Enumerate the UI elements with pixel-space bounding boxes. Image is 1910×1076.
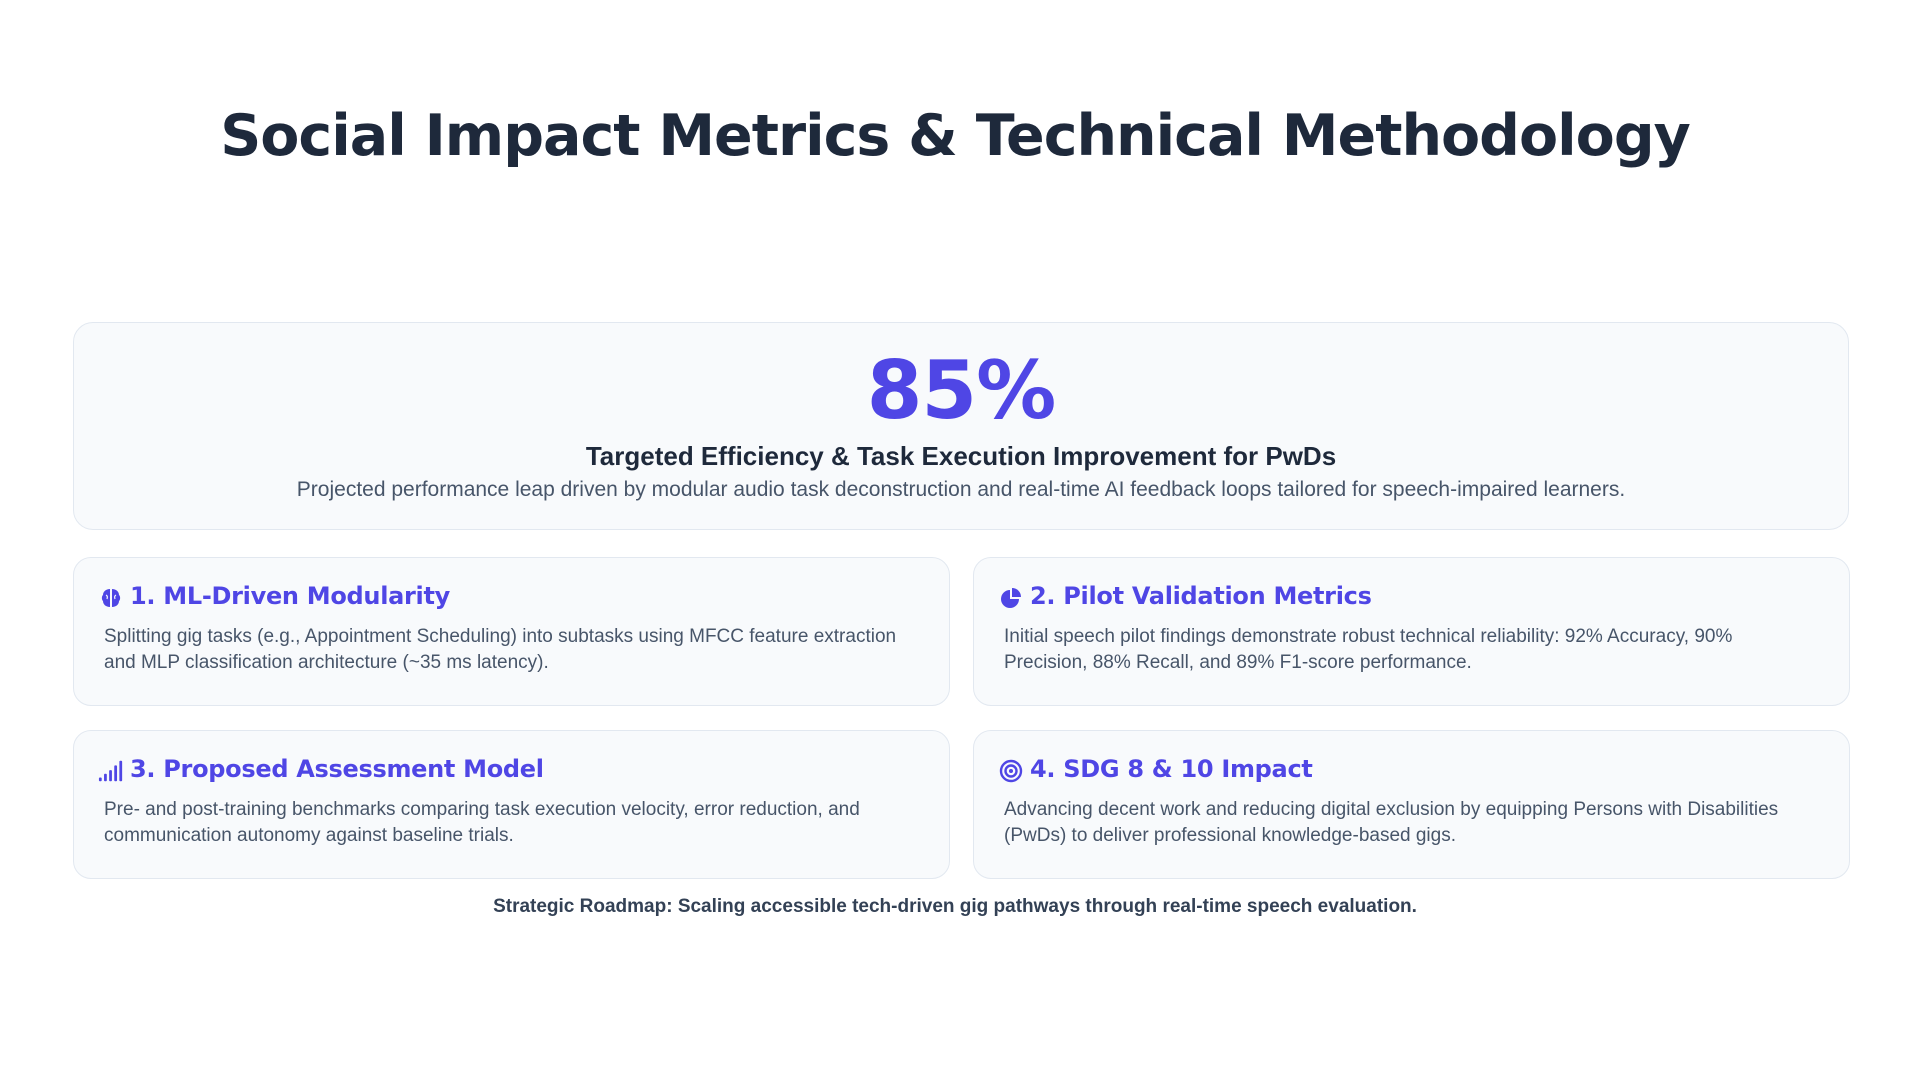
brain-icon: [98, 585, 124, 611]
hero-metric-description: Projected performance leap driven by mod…: [296, 478, 1626, 501]
card-title: 2. Pilot Validation Metrics: [1030, 582, 1372, 610]
card-body: Splitting gig tasks (e.g., Appointment S…: [104, 626, 897, 673]
signal-bars-icon: [98, 758, 124, 784]
card-body: Pre- and post-training benchmarks compar…: [104, 799, 860, 846]
pie-chart-icon: [998, 585, 1024, 611]
hero-metric-card: 85% Targeted Efficiency & Task Execution…: [73, 322, 1849, 530]
card-body: Initial speech pilot findings demonstrat…: [1004, 626, 1733, 673]
hero-metric-value: 85%: [866, 344, 1056, 437]
card-sdg-impact: 4. SDG 8 & 10 Impact Advancing decent wo…: [973, 730, 1850, 879]
page-title: Social Impact Metrics & Technical Method…: [220, 103, 1691, 169]
footer-note: Strategic Roadmap: Scaling accessible te…: [493, 896, 1417, 917]
target-icon: [998, 758, 1024, 784]
card-body: Advancing decent work and reducing digit…: [1004, 799, 1779, 846]
card-title: 3. Proposed Assessment Model: [130, 755, 544, 783]
card-header: 2. Pilot Validation Metrics: [998, 578, 1819, 614]
card-proposed-assessment-model: 3. Proposed Assessment Model Pre- and po…: [73, 730, 950, 879]
card-header: 1. ML-Driven Modularity: [98, 578, 919, 614]
card-ml-driven-modularity: 1. ML-Driven Modularity Splitting gig ta…: [73, 557, 950, 706]
card-header: 4. SDG 8 & 10 Impact: [998, 751, 1819, 787]
card-header: 3. Proposed Assessment Model: [98, 751, 919, 787]
card-pilot-validation-metrics: 2. Pilot Validation Metrics Initial spee…: [973, 557, 1850, 706]
hero-metric-heading: Targeted Efficiency & Task Execution Imp…: [585, 441, 1337, 471]
card-title: 1. ML-Driven Modularity: [130, 582, 450, 610]
card-title: 4. SDG 8 & 10 Impact: [1030, 755, 1313, 783]
